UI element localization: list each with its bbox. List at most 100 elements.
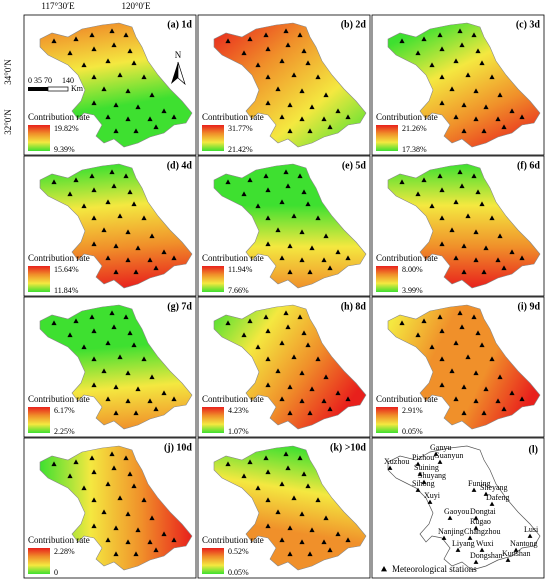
station	[439, 328, 445, 334]
station	[247, 318, 253, 324]
station	[265, 215, 271, 221]
station	[475, 189, 481, 195]
station	[305, 483, 311, 489]
station	[447, 515, 453, 520]
station	[489, 501, 495, 506]
station	[489, 356, 495, 362]
station	[51, 461, 57, 467]
station-legend: Meteorological stations	[392, 564, 477, 574]
station	[279, 199, 285, 205]
station	[285, 183, 291, 189]
station	[279, 481, 285, 487]
station	[309, 104, 315, 110]
station	[307, 551, 313, 557]
station	[141, 215, 147, 221]
station	[127, 48, 133, 54]
station	[279, 114, 285, 120]
station	[117, 495, 123, 501]
legend-min: 1.07%	[228, 427, 249, 436]
station	[111, 42, 117, 48]
station	[125, 116, 131, 122]
north-arrow	[177, 61, 186, 86]
station	[241, 473, 247, 479]
station	[301, 471, 307, 477]
station	[345, 537, 351, 543]
station	[327, 265, 333, 271]
legend-ramp	[28, 407, 50, 433]
station	[113, 384, 119, 390]
station	[133, 269, 139, 275]
station	[127, 330, 133, 336]
station	[387, 465, 393, 470]
station	[141, 497, 147, 503]
station	[125, 257, 131, 263]
map-panel: (e) 5d Contribution rate 11.94% 7.66%	[197, 155, 371, 297]
station	[161, 249, 167, 255]
station	[265, 46, 271, 52]
station	[263, 314, 269, 320]
station	[459, 183, 465, 189]
station	[299, 116, 305, 122]
station-name: Sihong	[412, 479, 435, 488]
legend-max: 0.52%	[228, 547, 249, 556]
legend-max: 31.77%	[228, 124, 253, 133]
station	[465, 213, 471, 219]
station	[109, 28, 115, 34]
station	[421, 479, 427, 484]
station	[301, 330, 307, 336]
station	[279, 340, 285, 346]
station	[305, 342, 311, 348]
station	[439, 215, 445, 221]
station	[309, 386, 315, 392]
station	[225, 461, 231, 467]
station	[321, 257, 327, 263]
station	[161, 531, 167, 537]
station	[113, 128, 119, 134]
panel-label: (g) 7d	[167, 301, 192, 312]
station	[105, 255, 111, 261]
station	[241, 50, 247, 56]
station	[67, 332, 73, 338]
legend-max: 2.28%	[54, 547, 75, 556]
station	[91, 382, 97, 388]
station	[473, 88, 479, 94]
station	[275, 509, 281, 515]
station	[265, 469, 271, 475]
station	[265, 74, 271, 80]
station	[125, 511, 131, 517]
station	[285, 324, 291, 330]
station	[483, 491, 489, 496]
station	[497, 374, 503, 380]
station	[241, 191, 247, 197]
station	[519, 114, 525, 120]
station	[449, 86, 455, 92]
station	[299, 398, 305, 404]
station	[265, 382, 271, 388]
station	[315, 74, 321, 80]
station	[67, 473, 73, 479]
station	[105, 58, 111, 64]
station-name: Xuyi	[424, 491, 441, 500]
map-panel: (h) 8d Contribution rate 4.23% 1.07%	[197, 296, 371, 438]
station	[489, 74, 495, 80]
station	[141, 356, 147, 362]
station	[109, 451, 115, 457]
legend-title: Contribution rate	[202, 253, 264, 263]
station	[111, 465, 117, 471]
station-name: Nantong	[510, 539, 538, 548]
station	[471, 32, 477, 38]
province-map	[387, 445, 541, 571]
station	[429, 344, 435, 350]
province-map	[213, 445, 367, 571]
station	[457, 310, 463, 316]
station	[513, 547, 519, 552]
legend-ramp	[202, 125, 224, 151]
station	[73, 318, 79, 324]
station	[171, 114, 177, 120]
station	[335, 249, 341, 255]
station	[439, 100, 445, 106]
station	[299, 88, 305, 94]
station	[287, 269, 293, 275]
station	[127, 189, 133, 195]
